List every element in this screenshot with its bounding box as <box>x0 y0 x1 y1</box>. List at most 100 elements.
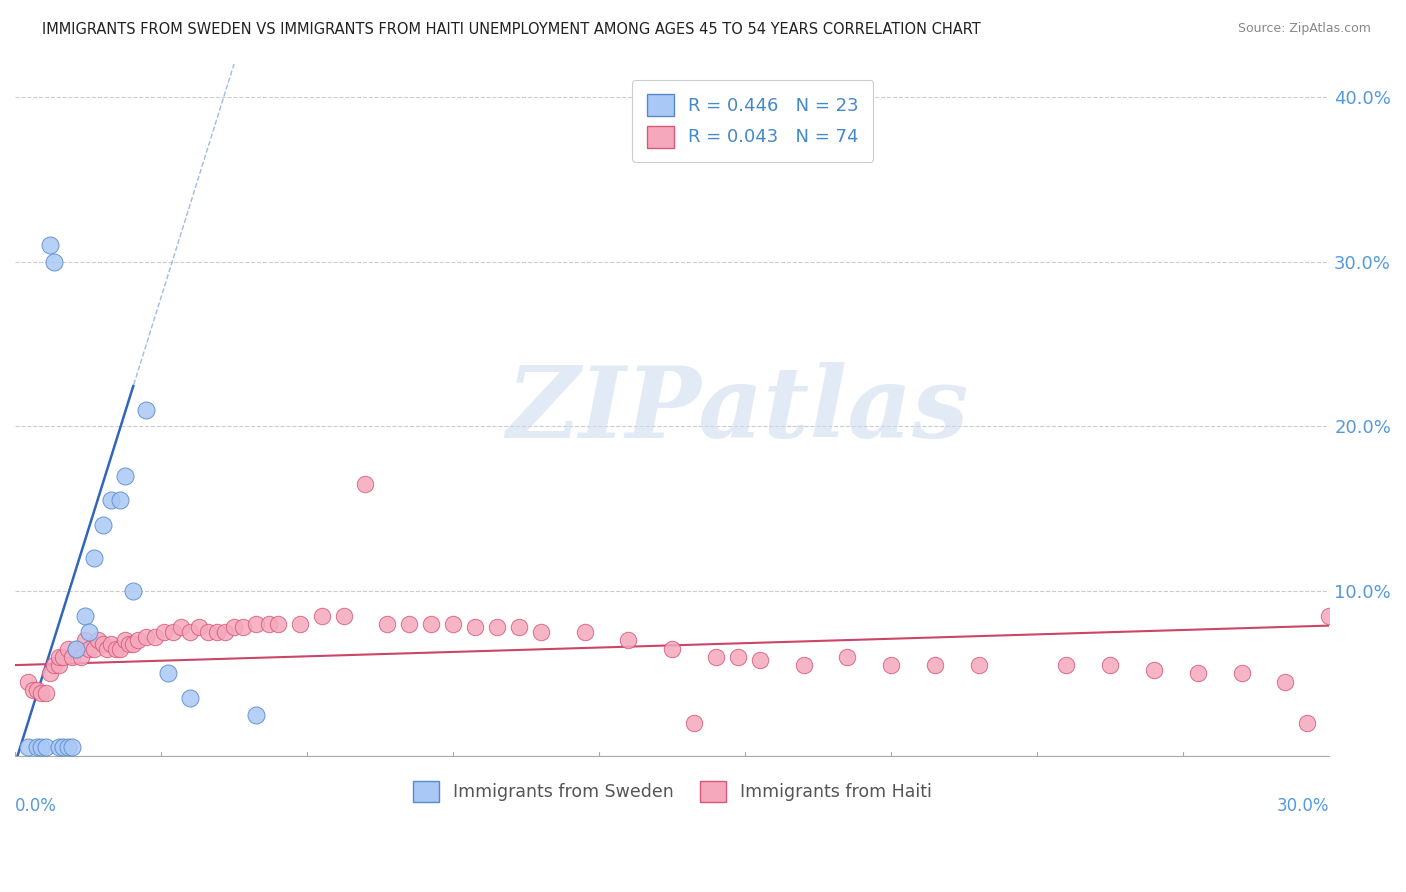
Point <box>56 740 79 755</box>
Point <box>56 641 79 656</box>
Point <box>420 616 443 631</box>
Point <box>96 641 118 656</box>
Point <box>48 740 70 755</box>
Point <box>114 633 136 648</box>
Point <box>398 616 420 631</box>
Point <box>75 633 97 648</box>
Point <box>377 616 399 631</box>
Point <box>311 608 333 623</box>
Point <box>837 649 859 664</box>
Point <box>162 625 184 640</box>
Point <box>245 616 267 631</box>
Point <box>1274 674 1296 689</box>
Point <box>143 630 166 644</box>
Text: 0.0%: 0.0% <box>15 797 56 815</box>
Point <box>17 674 39 689</box>
Point <box>574 625 596 640</box>
Point <box>60 649 83 664</box>
Point <box>114 468 136 483</box>
Point <box>83 641 105 656</box>
Point <box>48 658 70 673</box>
Point <box>1187 666 1209 681</box>
Point <box>48 649 70 664</box>
Point <box>332 608 354 623</box>
Point <box>793 658 815 673</box>
Point <box>880 658 903 673</box>
Point <box>245 707 267 722</box>
Point <box>122 584 145 599</box>
Point <box>30 686 52 700</box>
Point <box>288 616 311 631</box>
Point <box>108 641 131 656</box>
Point <box>34 740 56 755</box>
Point <box>21 682 44 697</box>
Point <box>1317 608 1340 623</box>
Point <box>257 616 280 631</box>
Point <box>60 740 83 755</box>
Point <box>108 493 131 508</box>
Point <box>464 620 486 634</box>
Legend: Immigrants from Sweden, Immigrants from Haiti: Immigrants from Sweden, Immigrants from … <box>406 774 938 809</box>
Point <box>91 518 114 533</box>
Point <box>25 740 48 755</box>
Point <box>17 740 39 755</box>
Point <box>1143 663 1166 677</box>
Point <box>65 641 87 656</box>
Point <box>232 620 254 634</box>
Point <box>25 682 48 697</box>
Text: ZIPatlas: ZIPatlas <box>506 361 969 458</box>
Point <box>748 653 770 667</box>
Point <box>52 649 75 664</box>
Point <box>79 625 101 640</box>
Point <box>65 641 87 656</box>
Point <box>153 625 176 640</box>
Point <box>100 637 122 651</box>
Text: Source: ZipAtlas.com: Source: ZipAtlas.com <box>1237 22 1371 36</box>
Point <box>122 637 145 651</box>
Point <box>683 715 706 730</box>
Point <box>214 625 236 640</box>
Point <box>179 691 201 706</box>
Point <box>104 641 127 656</box>
Point <box>188 620 211 634</box>
Point <box>79 641 101 656</box>
Point <box>91 637 114 651</box>
Point <box>530 625 553 640</box>
Point <box>179 625 201 640</box>
Point <box>170 620 193 634</box>
Point <box>39 666 62 681</box>
Point <box>44 658 66 673</box>
Point <box>967 658 990 673</box>
Point <box>118 637 141 651</box>
Point <box>661 641 683 656</box>
Point <box>83 551 105 566</box>
Point <box>75 608 97 623</box>
Point <box>34 686 56 700</box>
Point <box>39 238 62 252</box>
Point <box>354 477 377 491</box>
Point <box>485 620 508 634</box>
Point <box>508 620 530 634</box>
Point <box>1296 715 1319 730</box>
Point <box>222 620 245 634</box>
Text: IMMIGRANTS FROM SWEDEN VS IMMIGRANTS FROM HAITI UNEMPLOYMENT AMONG AGES 45 TO 54: IMMIGRANTS FROM SWEDEN VS IMMIGRANTS FRO… <box>42 22 981 37</box>
Point <box>100 493 122 508</box>
Point <box>924 658 946 673</box>
Point <box>157 666 180 681</box>
Point <box>135 630 157 644</box>
Point <box>1054 658 1077 673</box>
Point <box>135 402 157 417</box>
Point <box>30 740 52 755</box>
Text: 30.0%: 30.0% <box>1277 797 1329 815</box>
Point <box>52 740 75 755</box>
Point <box>44 254 66 268</box>
Point <box>617 633 640 648</box>
Point <box>267 616 290 631</box>
Point <box>197 625 219 640</box>
Point <box>87 633 110 648</box>
Point <box>441 616 464 631</box>
Point <box>704 649 727 664</box>
Point <box>727 649 749 664</box>
Point <box>69 649 91 664</box>
Point <box>1230 666 1253 681</box>
